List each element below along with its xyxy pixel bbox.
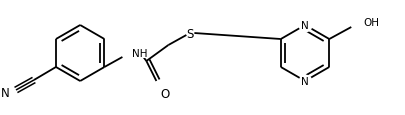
Text: OH: OH xyxy=(363,18,379,28)
Text: N: N xyxy=(1,87,10,100)
Text: NH: NH xyxy=(132,49,148,59)
Text: O: O xyxy=(160,87,170,100)
Text: S: S xyxy=(187,27,194,40)
Text: N: N xyxy=(301,21,309,31)
Text: N: N xyxy=(301,76,309,86)
